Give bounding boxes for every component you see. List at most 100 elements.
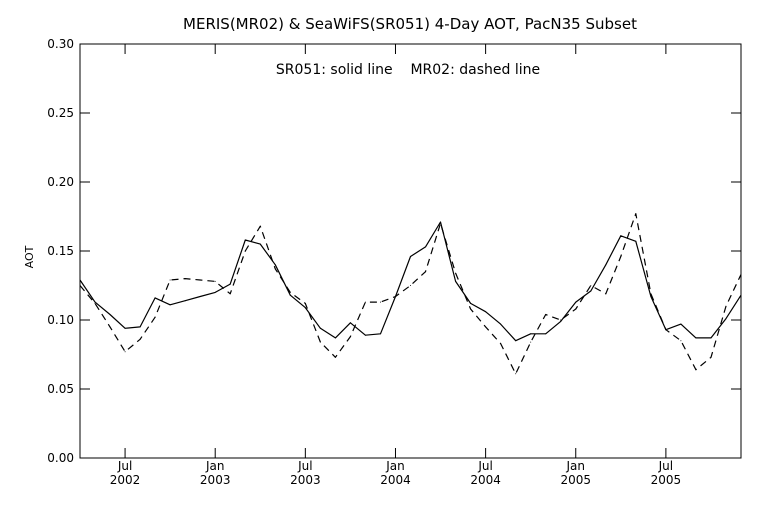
data-point-mr02 [395,296,396,297]
data-point-mr02 [364,301,366,303]
y-tick-label: 0.10 [47,313,74,327]
x-tick-year-label: 2003 [200,473,231,487]
data-point-mr02 [319,341,321,343]
y-tick-label: 0.25 [47,106,74,120]
data-point-sr051 [289,294,291,296]
data-point-mr02 [485,326,487,328]
x-tick-month-label: Jan [566,459,586,473]
chart-title: MERIS(MR02) & SeaWiFS(SR051) 4-Day AOT, … [183,15,637,33]
x-tick-year-label: 2004 [470,473,501,487]
y-tick-label: 0.00 [47,451,74,465]
data-point-mr02 [244,250,246,252]
data-point-sr051 [590,290,592,292]
data-point-sr051 [94,301,96,303]
data-point-sr051 [575,301,577,303]
data-point-sr051 [710,337,712,339]
data-point-sr051 [680,323,682,325]
data-point-sr051 [349,322,351,324]
data-point-sr051 [334,337,336,339]
data-point-sr051 [244,239,246,241]
data-point-sr051 [259,243,261,245]
y-tick-label: 0.20 [47,175,74,189]
data-point-sr051 [229,283,231,285]
data-point-sr051 [515,340,517,342]
data-point-sr051 [545,333,547,335]
data-point-sr051 [500,323,502,325]
x-tick-month-label: Jul [658,459,673,473]
series-line-sr051 [79,221,742,342]
data-point-mr02 [410,285,411,286]
data-point-mr02 [605,293,607,295]
data-point-sr051 [109,314,111,315]
data-point-mr02 [199,279,201,281]
data-point-sr051 [425,246,426,248]
data-point-mr02 [665,329,667,331]
legend-annotation: SR051: solid line MR02: dashed line [276,62,540,78]
data-point-mr02 [515,373,517,375]
y-tick-label: 0.15 [47,244,74,258]
x-tick-month-label: Jul [477,459,492,473]
data-point-sr051 [214,291,216,293]
data-point-sr051 [620,235,622,237]
data-point-mr02 [545,314,547,315]
data-point-mr02 [530,341,532,343]
data-point-mr02 [229,293,231,295]
data-point-sr051 [725,318,727,320]
data-point-mr02 [154,316,156,318]
data-point-mr02 [635,213,637,215]
data-point-mr02 [575,308,577,310]
data-point-sr051 [380,333,381,335]
x-tick-year-label: 2004 [380,473,411,487]
y-tick-label: 0.05 [47,382,74,396]
data-point-mr02 [79,285,81,286]
plot-frame [79,43,742,459]
data-point-mr02 [500,343,502,344]
data-point-sr051 [124,327,126,329]
data-point-mr02 [455,272,457,274]
data-point-mr02 [695,369,697,371]
data-point-sr051 [455,280,457,282]
data-point-sr051 [650,296,652,297]
y-axis: 0.00 0.05 0.10 0.15 0.20 0.25 0.30 [47,37,741,465]
data-point-sr051 [740,294,742,296]
data-point-mr02 [94,302,96,304]
x-tick-month-label: Jul [117,459,132,473]
data-point-mr02 [259,225,261,227]
data-point-mr02 [184,278,186,280]
series-line-mr02 [79,213,742,375]
data-point-mr02 [425,271,426,273]
data-point-sr051 [304,307,306,309]
data-point-sr051 [635,240,637,242]
data-point-sr051 [154,297,156,299]
data-point-mr02 [169,279,171,281]
data-point-sr051 [440,221,441,223]
x-tick-month-label: Jul [297,459,312,473]
data-point-sr051 [470,302,472,304]
x-axis: Jul2002Jan2003Jul2003Jan2004Jul2004Jan20… [110,44,681,487]
data-point-mr02 [214,280,216,282]
data-point-sr051 [695,337,697,339]
y-axis-label: AOT [23,245,36,268]
data-point-sr051 [199,296,201,297]
data-point-sr051 [605,264,607,266]
data-point-mr02 [139,338,141,340]
data-point-sr051 [560,320,562,322]
data-point-mr02 [304,302,306,304]
data-point-sr051 [364,334,366,336]
data-point-sr051 [169,304,171,306]
data-point-mr02 [725,305,727,307]
data-point-mr02 [560,319,562,321]
data-point-mr02 [710,356,712,358]
data-point-sr051 [139,326,141,328]
data-point-mr02 [590,285,592,286]
data-point-mr02 [650,293,652,295]
x-tick-month-label: Jan [205,459,225,473]
data-point-mr02 [740,274,742,275]
data-point-mr02 [274,268,276,270]
x-tick-year-label: 2002 [110,473,141,487]
data-point-sr051 [485,311,487,313]
data-point-sr051 [319,327,321,329]
data-point-mr02 [380,301,381,303]
data-point-sr051 [410,256,411,257]
